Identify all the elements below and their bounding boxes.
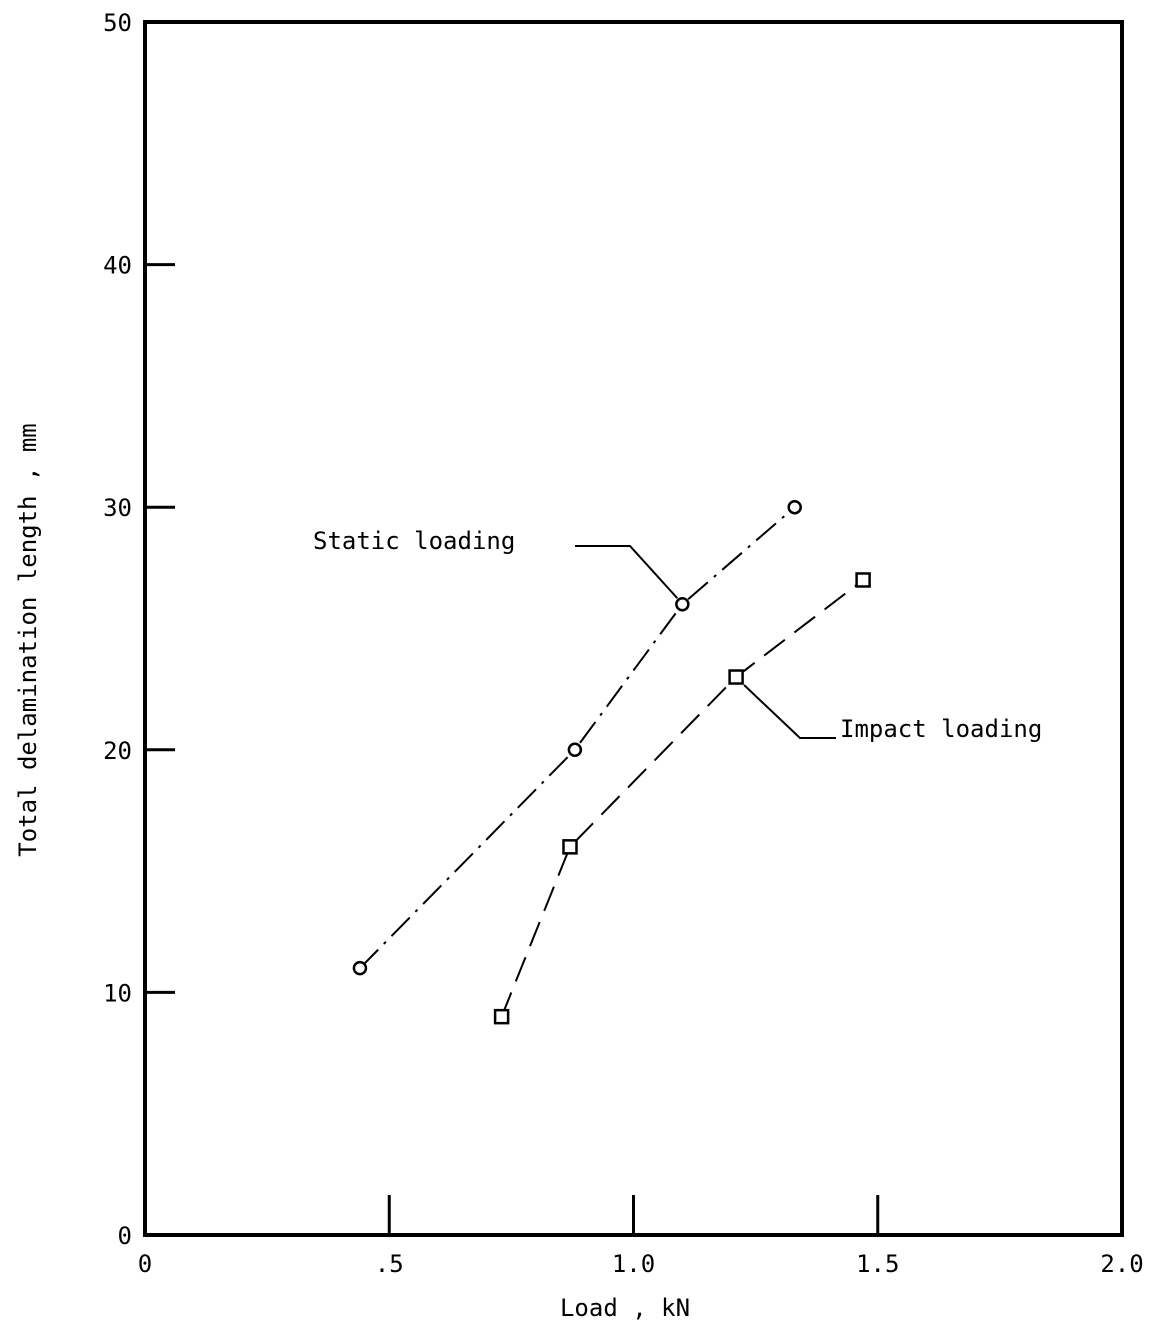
data-point-circle xyxy=(675,596,690,612)
y-tick-label: 50 xyxy=(103,9,132,37)
series-line-2 xyxy=(500,579,864,1018)
impact-loading-leader xyxy=(743,684,836,739)
series-labels: Static loading Impact loading xyxy=(313,527,1042,743)
y-tick-label: 20 xyxy=(103,737,132,765)
y-tick-label: 40 xyxy=(103,252,132,280)
tick-labels: 0 .5 1.0 1.5 2.0 0 10 20 30 40 50 xyxy=(103,9,1144,1278)
plot-frame xyxy=(143,20,1124,1237)
data-point-square xyxy=(493,1008,510,1025)
series-label-static: Static loading xyxy=(313,527,515,555)
tick-marks xyxy=(145,263,880,1235)
x-tick-label: 1.0 xyxy=(612,1250,655,1278)
data-point-circle xyxy=(787,499,802,515)
data-point-circle xyxy=(352,960,368,976)
x-tick-label: 1.5 xyxy=(856,1250,899,1278)
data-point-circle xyxy=(567,742,583,758)
data-point-square xyxy=(728,669,744,685)
data-point-square xyxy=(855,572,871,588)
y-tick-label: 30 xyxy=(103,494,132,522)
x-tick-label: 2.0 xyxy=(1100,1250,1143,1278)
series-line-1 xyxy=(359,506,796,969)
x-tick-label: .5 xyxy=(375,1250,404,1278)
data-markers xyxy=(352,499,871,1025)
series-label-impact: Impact loading xyxy=(840,715,1042,743)
data-point-square xyxy=(562,839,578,855)
series-lines xyxy=(359,506,864,1018)
y-tick-label: 0 xyxy=(118,1222,132,1250)
y-axis-title: Total delamination length , mm xyxy=(14,423,42,856)
label-leaders xyxy=(575,545,836,739)
x-tick-label: 0 xyxy=(138,1250,152,1278)
static-loading-leader xyxy=(575,545,679,599)
x-axis-title: Load , kN xyxy=(560,1294,690,1322)
y-tick-label: 10 xyxy=(103,979,132,1007)
